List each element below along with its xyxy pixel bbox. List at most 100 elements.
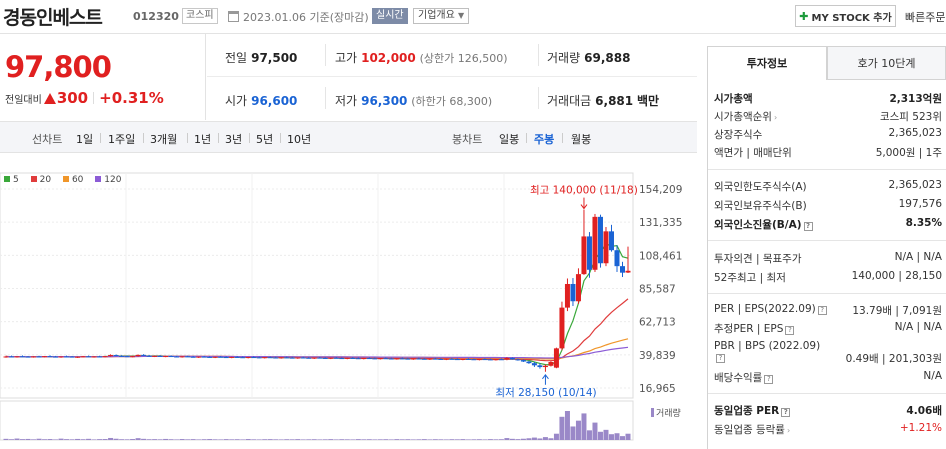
industry-per-key: 동일업종 PER? <box>714 403 791 418</box>
period-1d[interactable]: 1일 <box>76 133 94 146</box>
add-mystock-label: MY STOCK 추가 <box>811 12 892 24</box>
legend-ma20[interactable]: 20 <box>30 175 51 185</box>
volume-bar <box>432 439 438 440</box>
price-plot-frame <box>0 172 634 399</box>
volume-bar <box>179 439 185 440</box>
period-3y[interactable]: 3년 <box>225 133 243 146</box>
candle-monthly[interactable]: 월봉 <box>571 133 592 146</box>
quick-order-button[interactable]: 빠른주문 <box>905 11 946 24</box>
period-10y[interactable]: 10년 <box>287 133 312 146</box>
volume-bar <box>218 439 224 440</box>
candle-body <box>31 356 37 358</box>
legend-ma60[interactable]: 60 <box>62 175 83 185</box>
stock-code: 012320 <box>133 10 179 23</box>
candle-body <box>168 356 174 358</box>
divider <box>708 169 946 170</box>
help-icon[interactable]: ? <box>817 306 827 315</box>
y-tick-label: 62,713 <box>639 317 676 329</box>
volume-bar <box>608 434 614 440</box>
par-label: 액면가 | 매매단위 <box>714 147 792 159</box>
corp-overview-dropdown[interactable]: 기업개요 ▼ <box>413 8 470 24</box>
volume-bar <box>592 422 598 440</box>
opinion-label: 투자의견 | 목표주가 <box>714 253 802 265</box>
volume-bar <box>168 439 174 440</box>
legend-ma120[interactable]: 120 <box>95 175 121 185</box>
candle-body <box>526 361 532 364</box>
volume-plot-frame <box>0 400 634 441</box>
candle-body <box>102 356 108 358</box>
candle-body <box>592 216 598 270</box>
chart-svg[interactable]: 154,209 131,335 108,461 85,587 62,713 39,839 1… <box>0 153 697 449</box>
volume-bar <box>322 439 328 440</box>
pbr-key: PBR | BPS (2022.09) <box>714 340 820 352</box>
candle-daily[interactable]: 일봉 <box>499 133 520 146</box>
legend-ma5[interactable]: 5 <box>4 175 19 185</box>
period-3m[interactable]: 3개월 <box>150 133 178 146</box>
period-5y[interactable]: 5년 <box>256 133 274 146</box>
add-mystock-button[interactable]: ✚ MY STOCK 추가 <box>795 5 896 27</box>
candle-body <box>9 356 15 358</box>
volume-bar <box>526 438 532 440</box>
help-icon[interactable]: ? <box>803 222 813 231</box>
tab-quote-10[interactable]: 호가 10단계 <box>827 46 946 80</box>
volume-bar <box>75 438 81 440</box>
change-rate: +0.31% <box>99 89 164 107</box>
volume-bar <box>47 439 53 440</box>
tab-invest-info[interactable]: 투자정보 <box>707 46 827 80</box>
volume-bar <box>614 433 620 440</box>
candle-body <box>498 359 504 361</box>
candle-body <box>493 359 499 361</box>
realtime-button[interactable]: 실시간 <box>372 8 408 24</box>
low-label: 저가 <box>335 94 358 108</box>
candle-body <box>75 356 81 358</box>
candle-body <box>14 356 20 358</box>
candle-body <box>564 283 570 308</box>
volume-bar <box>185 439 191 440</box>
volume-bar <box>443 439 449 440</box>
volume-value: 69,888 <box>584 51 631 65</box>
volume-bar <box>394 439 400 440</box>
candle-body <box>212 356 218 358</box>
volume-bar <box>190 439 196 440</box>
candle-body <box>399 358 405 360</box>
volume-bar <box>570 426 576 440</box>
stock-header: 경동인베스트 012320 코스피 2023.01.06 기준(장마감) 실시간… <box>0 0 946 34</box>
help-icon[interactable]: ? <box>785 326 795 335</box>
legend-swatch <box>95 176 102 182</box>
opinion-value: N/A | N/A <box>894 251 942 263</box>
volume-bar <box>256 439 262 440</box>
help-icon[interactable]: ? <box>781 408 791 417</box>
candle-body <box>174 356 180 358</box>
period-1w[interactable]: 1주일 <box>108 133 136 146</box>
industry-rate-key[interactable]: 동일업종 등락률 › <box>714 422 790 437</box>
volume-bar <box>421 439 427 440</box>
volume-bar <box>597 431 603 440</box>
market-cap-row: 시가총액 2,313억원 <box>714 91 942 109</box>
stock-chart[interactable]: 154,209 131,335 108,461 85,587 62,713 39,839 1… <box>0 153 697 449</box>
candle-body <box>262 357 268 359</box>
candle-body <box>185 356 191 358</box>
volume-bar <box>603 429 609 440</box>
volume-bar <box>339 439 345 440</box>
lower-limit: (하한가 68,300) <box>411 95 493 108</box>
volume-bar <box>619 436 625 440</box>
prev-close-label: 전일 <box>225 51 248 65</box>
volume-bar <box>487 439 493 440</box>
volume-bar <box>383 439 389 440</box>
chevron-right-icon: › <box>786 426 791 435</box>
candle-weekly[interactable]: 주봉 <box>534 133 555 146</box>
help-icon[interactable]: ? <box>764 375 774 384</box>
divider <box>708 393 946 394</box>
cap-rank-key[interactable]: 시가총액순위 › <box>714 109 777 124</box>
volume-bar <box>504 438 510 440</box>
pbr-values-row: ? 0.49배 | 201,303원 <box>714 351 942 369</box>
volume-bar <box>564 411 570 440</box>
candle-body <box>267 357 273 359</box>
y-tick-label: 131,335 <box>639 217 682 229</box>
period-1y[interactable]: 1년 <box>194 133 212 146</box>
ma-line-20 <box>5 298 629 362</box>
help-icon[interactable]: ? <box>716 354 725 363</box>
candle-body <box>256 357 262 359</box>
candle-body <box>542 365 548 368</box>
price-block: 97,800 전일대비 300 +0.31% <box>0 34 206 120</box>
